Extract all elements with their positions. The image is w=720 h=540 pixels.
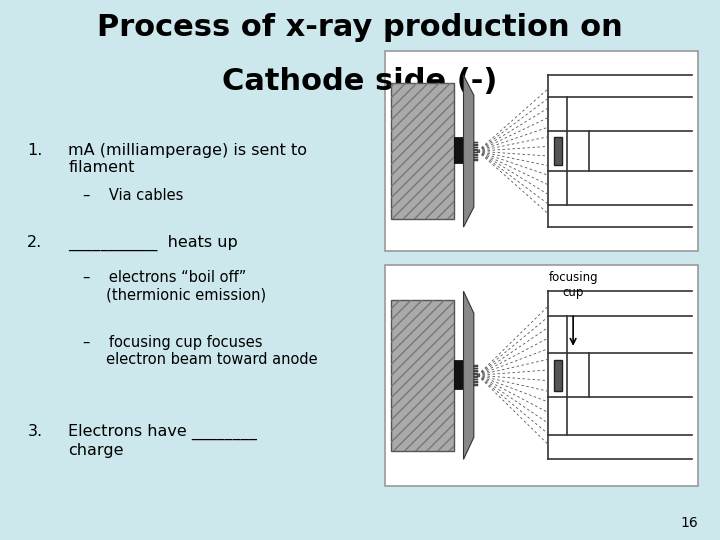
Polygon shape (464, 291, 474, 460)
Text: Process of x-ray production on: Process of x-ray production on (97, 14, 623, 43)
Bar (554, 137, 562, 165)
Text: 1.: 1. (27, 143, 42, 158)
Bar (474, 147, 477, 149)
Bar (392, 83, 454, 219)
Text: focusing
cup: focusing cup (549, 271, 598, 299)
Text: 3.: 3. (27, 424, 42, 439)
Bar (385, 265, 698, 486)
Text: ___________  heats up: ___________ heats up (68, 235, 238, 251)
Bar (392, 300, 454, 450)
Bar (392, 300, 454, 450)
Bar (474, 368, 477, 369)
Text: 2.: 2. (27, 235, 42, 250)
Text: –    focusing cup focuses
     electron beam toward anode: – focusing cup focuses electron beam tow… (83, 335, 318, 367)
Text: –    Via cables: – Via cables (83, 188, 183, 203)
Bar (554, 360, 562, 391)
Bar (474, 376, 477, 377)
Text: 16: 16 (680, 516, 698, 530)
Bar (454, 137, 464, 163)
Bar (474, 365, 477, 367)
Bar (474, 379, 477, 380)
Bar (474, 159, 477, 161)
Bar (474, 144, 477, 146)
Text: Electrons have ________
charge: Electrons have ________ charge (68, 424, 257, 457)
Text: mA (milliamperage) is sent to
filament: mA (milliamperage) is sent to filament (68, 143, 307, 176)
Text: Cathode side (-): Cathode side (-) (222, 68, 498, 97)
Bar (392, 83, 454, 219)
Text: –    electrons “boil off”
     (thermionic emission): – electrons “boil off” (thermionic emiss… (83, 270, 266, 302)
Bar (474, 154, 477, 156)
Bar (474, 152, 477, 153)
Bar (474, 141, 477, 143)
Polygon shape (464, 75, 474, 227)
Bar (454, 360, 464, 389)
Bar (474, 384, 477, 386)
Bar (474, 370, 477, 372)
Bar (474, 381, 477, 383)
Bar (474, 373, 477, 375)
Bar (385, 51, 698, 251)
Bar (474, 149, 477, 151)
Bar (474, 157, 477, 158)
